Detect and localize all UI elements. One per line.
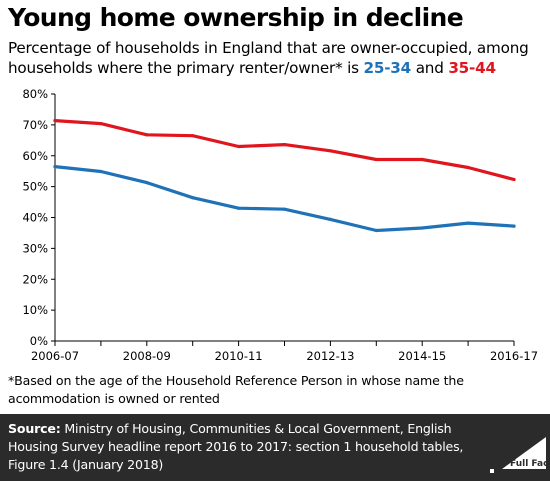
- series-25-34-label: 25-34: [363, 59, 412, 77]
- y-tick-label: 50%: [22, 180, 48, 194]
- y-tick-label: 80%: [22, 87, 48, 101]
- y-axis: 0% 10% 20% 30% 40% 50% 60% 70% 80%: [22, 87, 56, 348]
- source-body: Ministry of Housing, Communities & Local…: [8, 421, 464, 472]
- data-point-25-34: [145, 181, 149, 185]
- data-point-35-44: [282, 143, 287, 147]
- x-tick-label: 2014-15: [398, 349, 446, 363]
- y-tick-label: 40%: [22, 211, 48, 225]
- data-point-25-34: [512, 224, 516, 228]
- data-point-25-34: [466, 221, 470, 225]
- series-layer: [53, 118, 516, 233]
- y-tick-label: 60%: [22, 149, 48, 163]
- x-tick-label: 2006-07: [31, 349, 79, 363]
- footnote: *Based on the age of the Household Refer…: [8, 373, 464, 406]
- data-point-25-34: [374, 228, 378, 233]
- data-point-35-44: [99, 122, 103, 126]
- series-line-35-44: [53, 118, 516, 182]
- data-point-25-34: [53, 164, 57, 169]
- chart-title: Young home ownership in decline: [8, 3, 464, 32]
- data-point-35-44: [466, 165, 470, 170]
- data-point-35-44: [512, 177, 516, 182]
- data-point-35-44: [420, 157, 424, 162]
- x-tick-label: 2012-13: [306, 349, 354, 363]
- data-point-35-44: [191, 134, 195, 138]
- y-tick-label: 10%: [22, 303, 48, 317]
- logo-text: Full Fact: [510, 459, 546, 469]
- data-point-35-44: [145, 133, 149, 137]
- data-point-25-34: [99, 169, 103, 174]
- chart-subtitle: Percentage of households in England that…: [8, 38, 548, 78]
- series-line-25-34: [53, 165, 516, 233]
- x-tick-label: 2010-11: [215, 349, 263, 363]
- y-tick-label: 70%: [22, 118, 48, 132]
- data-point-25-34: [237, 206, 241, 210]
- x-axis: 2006-07 2008-09 2010-11 2012-13 2014-15 2016-…: [31, 340, 538, 363]
- source-text: Source: Ministry of Housing, Communities…: [8, 420, 478, 474]
- y-tick-label: 30%: [22, 241, 48, 255]
- source-footer: Source: Ministry of Housing, Communities…: [0, 414, 550, 481]
- data-point-25-34: [191, 196, 195, 200]
- y-tick-label: 0%: [30, 334, 48, 348]
- x-tick-label: 2016-17: [490, 349, 538, 363]
- data-point-25-34: [328, 217, 332, 221]
- series-35-44-label: 35-44: [448, 59, 496, 77]
- subtitle-text: Percentage of households in England that…: [8, 39, 529, 77]
- source-label: Source:: [8, 421, 61, 436]
- line-chart: 0% 10% 20% 30% 40% 50% 60% 70% 80% 2006-07 2008-0…: [22, 87, 538, 363]
- data-point-35-44: [328, 149, 332, 153]
- data-point-35-44: [374, 157, 378, 162]
- x-tick-label: 2008-09: [123, 349, 171, 363]
- data-point-35-44: [53, 118, 57, 123]
- data-point-25-34: [420, 226, 424, 230]
- data-point-35-44: [237, 144, 241, 149]
- y-tick-label: 20%: [22, 272, 48, 286]
- full-fact-logo: Full Fact: [490, 437, 546, 473]
- data-point-25-34: [282, 207, 287, 211]
- subtitle-joiner: and: [415, 59, 444, 77]
